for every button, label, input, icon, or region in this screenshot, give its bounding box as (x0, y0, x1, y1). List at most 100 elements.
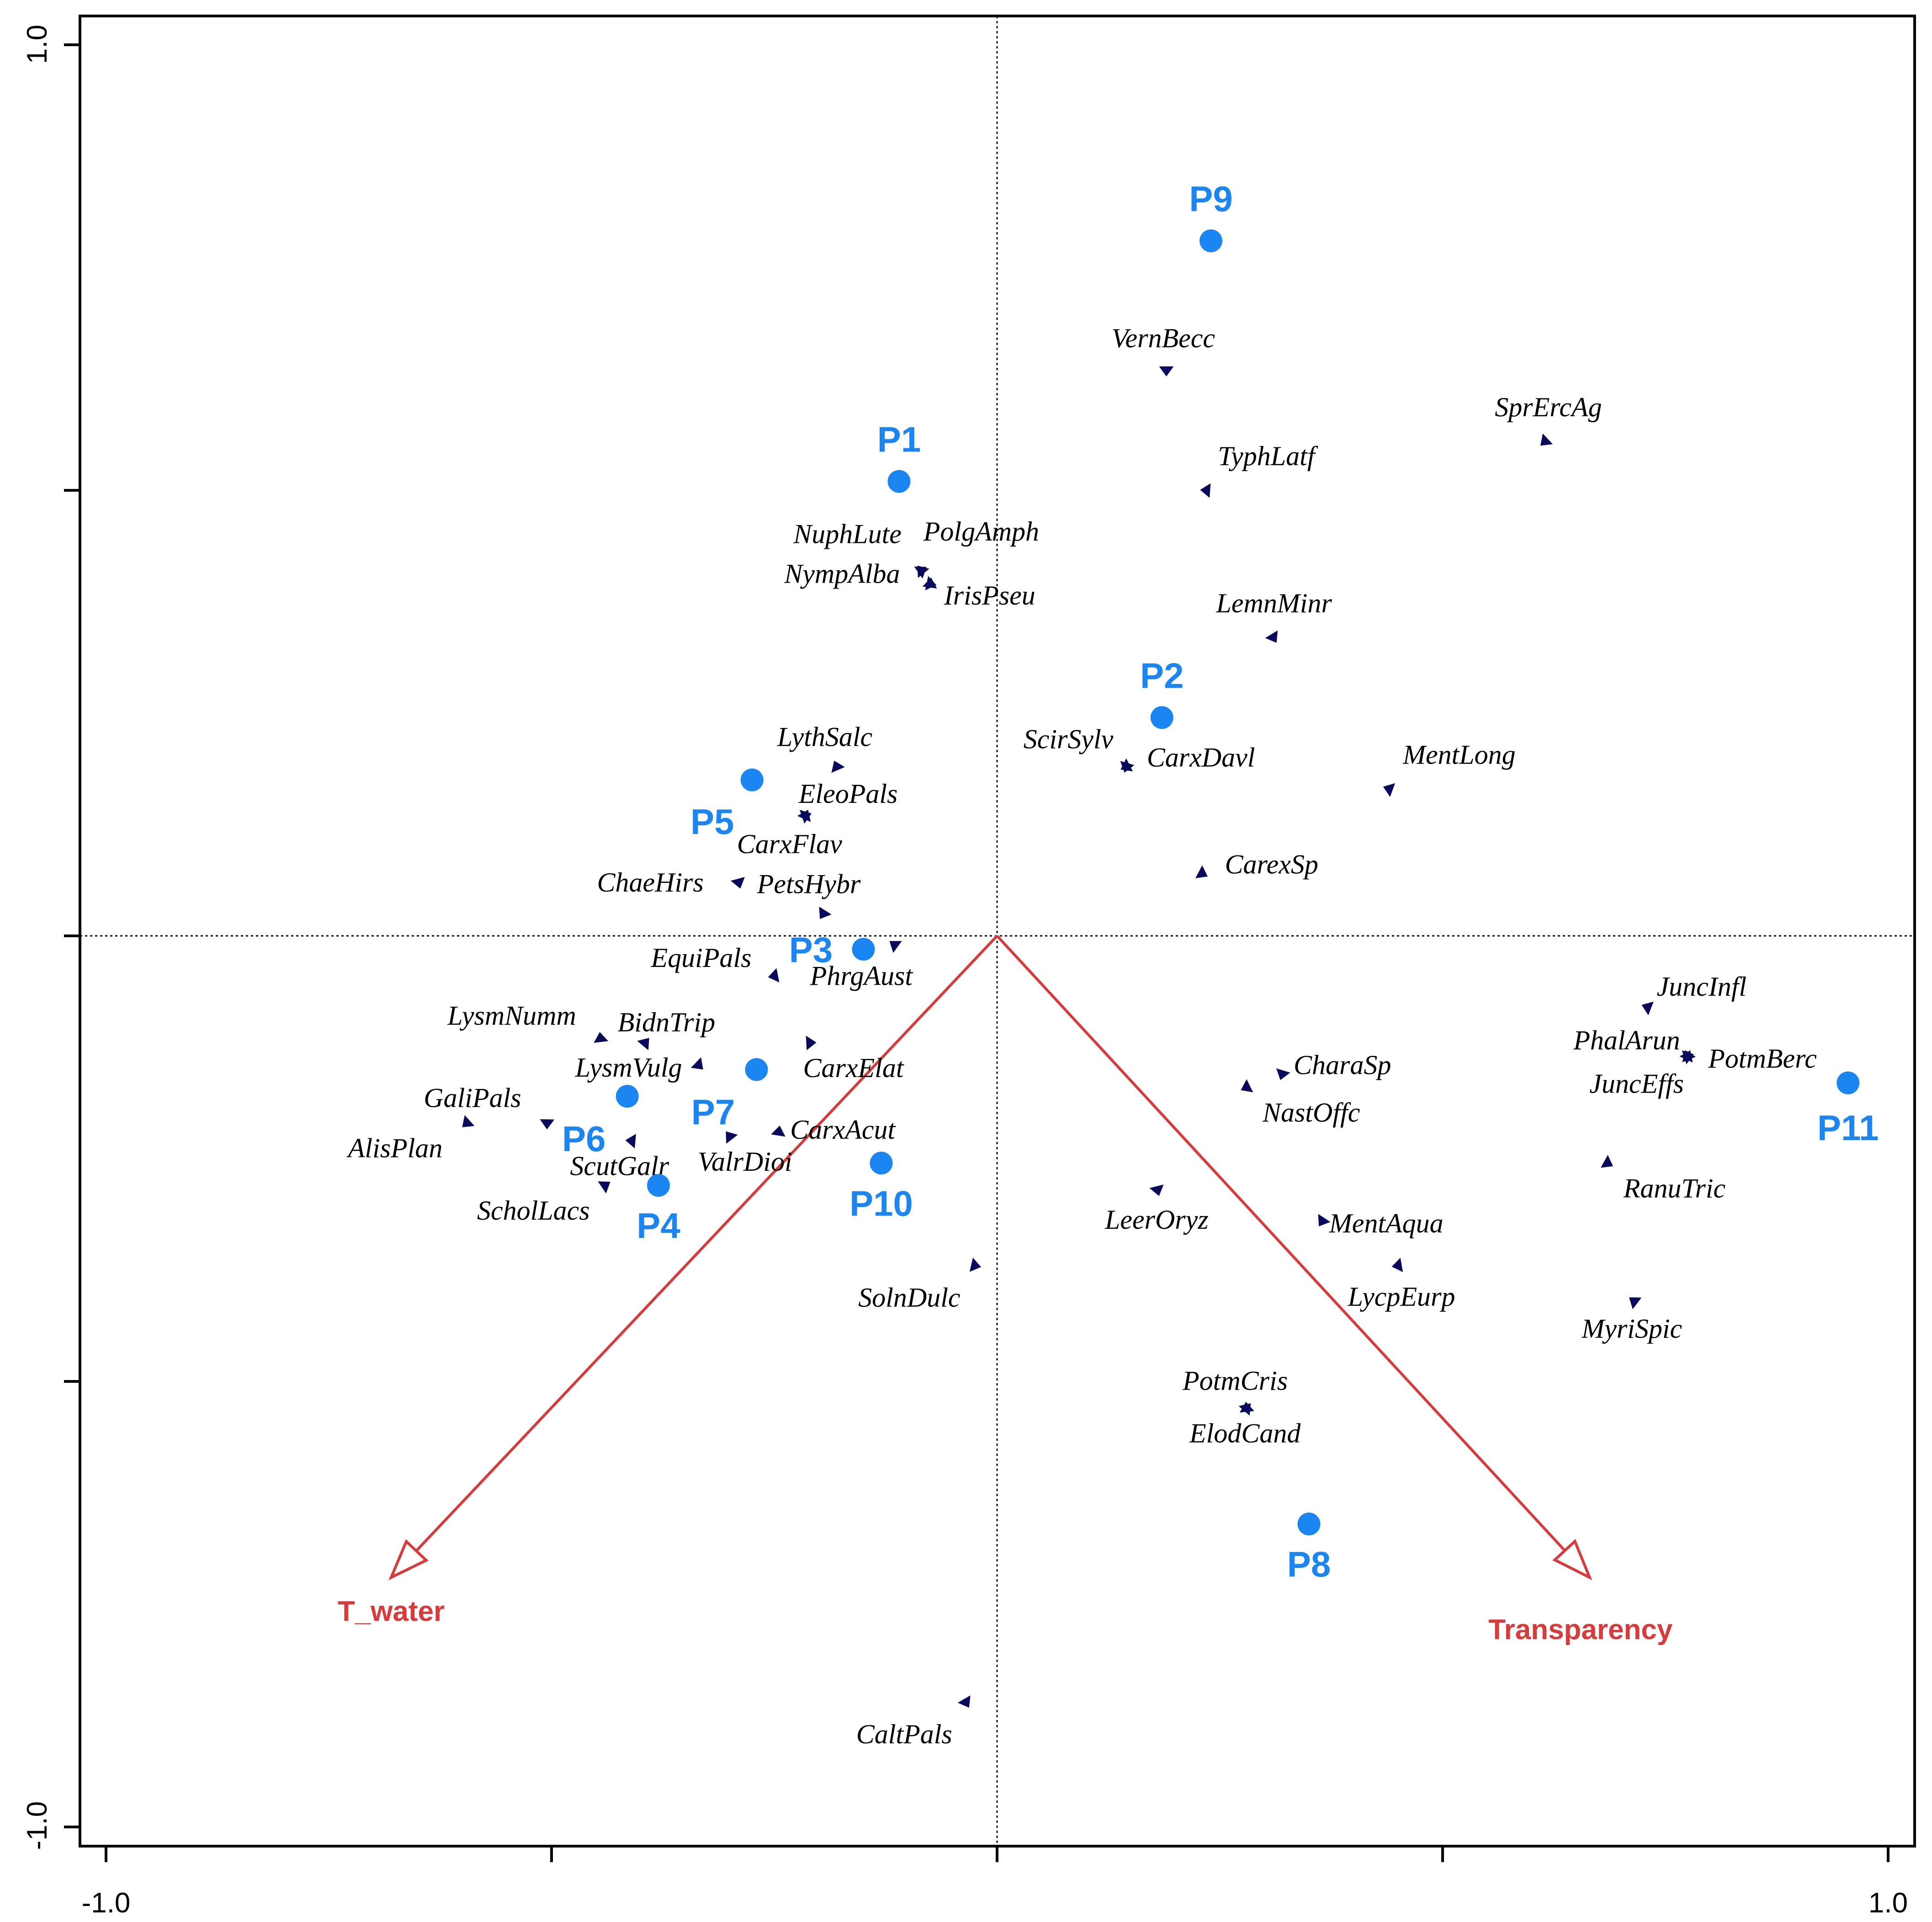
species-label-charasp: CharaSp (1294, 1050, 1391, 1080)
species-marker-alisplan (462, 1115, 475, 1127)
site-point-p7 (745, 1058, 768, 1081)
site-label-p6: P6 (562, 1119, 605, 1159)
site-label-p7: P7 (691, 1092, 735, 1132)
species-marker-lysmvulg (690, 1057, 703, 1070)
species-label-petshybr: PetsHybr (757, 869, 861, 899)
species-marker-carxelat (806, 1035, 817, 1051)
species-label-carxelat: CarxElat (803, 1053, 904, 1083)
species-label-nastoffc: NastOffc (1262, 1098, 1360, 1128)
species-marker-equipals (768, 968, 780, 982)
site-label-p9: P9 (1189, 179, 1232, 219)
species-label-lycpeurp: LycpEurp (1348, 1282, 1455, 1312)
species-label-carexsp: CarexSp (1225, 850, 1318, 880)
species-marker-chaehirs (730, 877, 745, 889)
env-arrow-t-water (415, 934, 998, 1552)
site-point-p1 (887, 470, 911, 493)
species-label-lysmvulg: LysmVulg (575, 1052, 682, 1083)
species-marker-scutgalr (625, 1134, 636, 1149)
species-marker-bidntrip (637, 1038, 649, 1051)
species-marker-caltpals (957, 1695, 971, 1708)
site-point-p10 (870, 1152, 893, 1175)
species-marker-irispseu (925, 576, 937, 590)
species-label-carxdavl: CarxDavl (1147, 743, 1255, 773)
x-axis-ticks (105, 1846, 1890, 1862)
species-marker-galipals (540, 1119, 555, 1130)
species-marker-lythsalc (831, 760, 845, 773)
species-label-polgamph: PolgAmph (923, 516, 1039, 547)
site-label-p3: P3 (789, 929, 833, 970)
species-marker-solndulc (969, 1258, 981, 1272)
env-label-transparency: Transparency (1488, 1614, 1673, 1646)
species-label-lysmnumm: LysmNumm (447, 1000, 576, 1030)
species-marker-schollacs (598, 1181, 610, 1194)
species-label-alisplan: AlisPlan (346, 1133, 443, 1163)
species-label-sprercag: SprErcAg (1495, 392, 1602, 422)
species-label-chaehirs: ChaeHirs (597, 867, 704, 897)
species-label-juncinfl: JuncInfl (1657, 972, 1747, 1002)
species-label-carxflav: CarxFlav (737, 829, 842, 859)
species-label-bidntrip: BidnTrip (618, 1007, 715, 1037)
species-marker-lycpeurp (1391, 1258, 1403, 1272)
site-label-p11: P11 (1817, 1108, 1879, 1148)
site-label-p4: P4 (637, 1205, 680, 1246)
species-label-nympalba: NympAlba (784, 559, 900, 589)
species-marker-lemnminr (1265, 630, 1278, 643)
site-point-p11 (1836, 1071, 1860, 1094)
site-label-p2: P2 (1140, 655, 1184, 696)
species-label-typhlatf: TyphLatf (1218, 441, 1318, 471)
species-label-carxacut: CarxAcut (790, 1115, 896, 1145)
site-label-p5: P5 (690, 802, 734, 842)
site-point-p6 (616, 1085, 639, 1108)
site-point-p9 (1200, 229, 1222, 252)
species-marker-junceffs (1682, 1050, 1694, 1064)
species-marker-carxacut (771, 1126, 786, 1137)
env-arrowhead-t-water (388, 1539, 429, 1581)
species-label-lemnminr: LemnMinr (1216, 588, 1332, 618)
species-label-galipals: GaliPals (424, 1083, 521, 1113)
species-label-equipals: EquiPals (651, 943, 752, 973)
site-point-p4 (647, 1174, 670, 1197)
species-label-solndulc: SolnDulc (858, 1283, 960, 1313)
species-marker-vernbecc (1159, 366, 1174, 377)
species-marker-leeroryz (1149, 1184, 1164, 1196)
species-marker-valrdioi (726, 1131, 738, 1144)
y-tick-label-max: 1.0 (21, 25, 53, 64)
species-marker-juncinfl (1641, 1001, 1654, 1015)
species-marker-petshybr (819, 906, 832, 919)
species-marker-sprercag (1540, 433, 1553, 446)
environmental-vectors: T_water Transparency (338, 934, 1673, 1646)
species-marker-carxdavl (1120, 758, 1133, 772)
species-label-vernbecc: VernBecc (1112, 323, 1215, 353)
site-label-p1: P1 (877, 419, 921, 460)
species-label-leeroryz: LeerOryz (1104, 1205, 1209, 1235)
species-marker-charasp (1276, 1068, 1290, 1080)
species-label-mentaqua: MentAqua (1329, 1208, 1444, 1238)
x-tick-label-min: -1.0 (82, 1887, 131, 1919)
species-label-valrdioi: ValrDioi (698, 1147, 792, 1177)
species-label-irispseu: IrisPseu (944, 580, 1035, 611)
env-arrow-transparency (996, 934, 1566, 1552)
species-marker-nympalba (914, 566, 927, 579)
species-marker-typhlatf (1200, 483, 1211, 498)
species-marker-phrgaust (889, 941, 902, 953)
species-label-potmcris: PotmCris (1182, 1366, 1288, 1396)
env-arrowhead-transparency (1552, 1539, 1592, 1581)
y-tick-label-min: -1.0 (21, 1801, 53, 1850)
species-label-caltpals: CaltPals (856, 1719, 952, 1749)
site-label-p10: P10 (849, 1183, 913, 1223)
site-point-p5 (740, 768, 764, 791)
sites-layer: P9 P1 P2 P5 P3 P7 P6 P4 P10 P11 P8 (562, 179, 1879, 1584)
species-marker-nastoffc (1241, 1079, 1253, 1093)
site-label-p8: P8 (1287, 1544, 1331, 1584)
species-marker-carxflav (799, 810, 812, 824)
env-label-t-water: T_water (338, 1596, 445, 1627)
species-label-mentlong: MentLong (1402, 739, 1516, 770)
species-marker-myrispic (1629, 1297, 1642, 1310)
species-label-ranutric: RanuTric (1623, 1173, 1725, 1203)
species-label-myrispic: MyriSpic (1581, 1314, 1682, 1344)
species-label-phalarun: PhalArun (1573, 1025, 1680, 1055)
x-tick-label-max: 1.0 (1868, 1887, 1908, 1919)
species-label-nuphlute: NuphLute (793, 519, 902, 549)
site-point-p3 (852, 938, 875, 961)
